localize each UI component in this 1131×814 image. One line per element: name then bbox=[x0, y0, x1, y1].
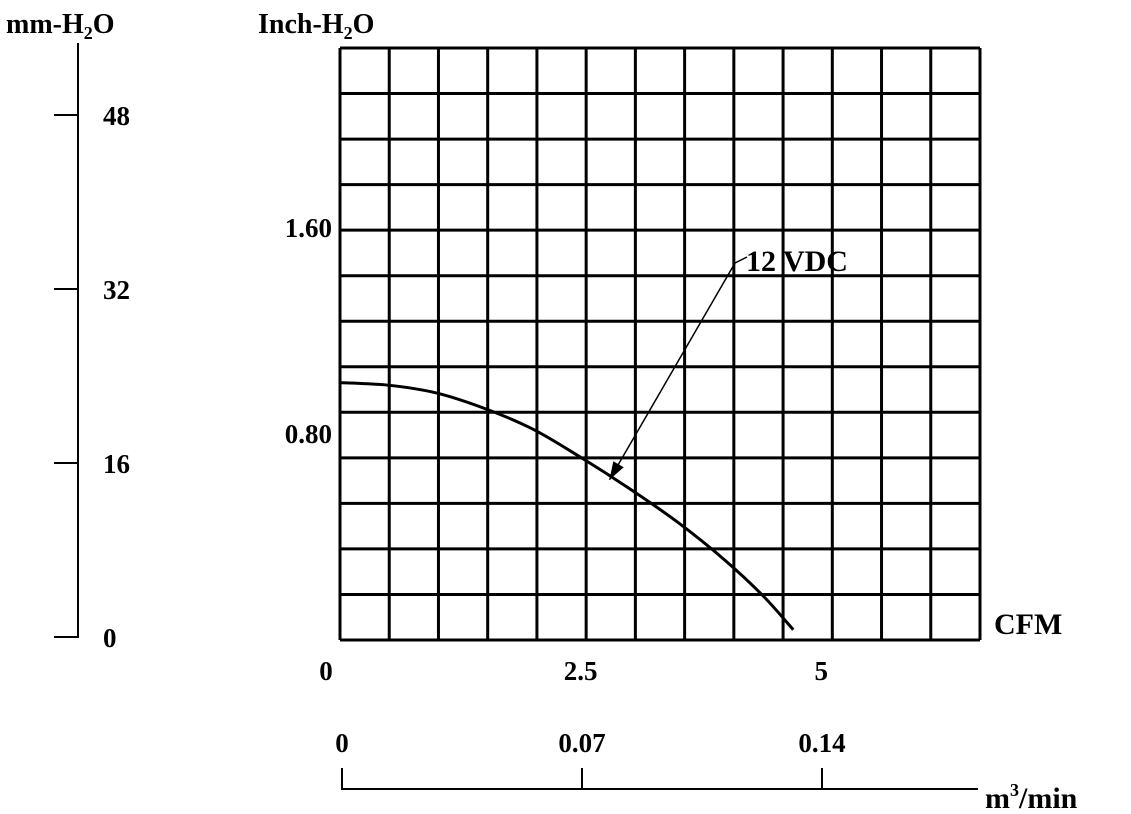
m3-min-tick-label: 0.07 bbox=[558, 728, 605, 758]
cfm-tick-label: 2.5 bbox=[564, 656, 598, 686]
annotation-label-12vdc: 12 VDC bbox=[746, 245, 848, 278]
inch-h2o-tick-labels: 0.80 1.60 bbox=[285, 213, 332, 449]
m3-min-axis-title: m3/min bbox=[985, 780, 1078, 814]
curve-annotation: 12 VDC bbox=[608, 245, 848, 481]
inch-h2o-tick-label: 1.60 bbox=[285, 213, 332, 243]
mm-h2o-tick-label: 16 bbox=[103, 449, 130, 479]
series-12vdc-curve bbox=[339, 381, 795, 631]
annotation-label-tick bbox=[734, 256, 748, 264]
cfm-axis-title: CFM bbox=[994, 608, 1062, 641]
m3-min-tick-label: 0 bbox=[335, 728, 349, 758]
m3-min-tick-label: 0.14 bbox=[798, 728, 845, 758]
annotation-arrowhead bbox=[609, 461, 624, 480]
cfm-tick-label: 5 bbox=[814, 656, 828, 686]
mm-h2o-ticks: 0 16 32 48 bbox=[54, 101, 130, 653]
mm-h2o-tick-label: 48 bbox=[103, 101, 130, 131]
mm-h2o-axis-title: mm-H2O bbox=[6, 9, 115, 43]
mm-h2o-tick-label: 0 bbox=[103, 623, 117, 653]
mm-h2o-axis: 0 16 32 48 mm-H2O bbox=[6, 9, 130, 653]
cfm-tick-label: 0 bbox=[319, 656, 333, 686]
annotation-leader-line bbox=[608, 262, 736, 481]
m3-min-axis: 0 0.07 0.14 m3/min bbox=[335, 728, 1077, 814]
cfm-tick-labels: 0 2.5 5 bbox=[319, 656, 828, 686]
inch-h2o-axis-title: Inch-H2O bbox=[258, 9, 374, 43]
m3-min-ticks: 0 0.07 0.14 bbox=[335, 728, 846, 790]
inch-h2o-tick-label: 0.80 bbox=[285, 419, 332, 449]
mm-h2o-tick-label: 32 bbox=[103, 275, 130, 305]
plot-grid bbox=[338, 46, 982, 642]
